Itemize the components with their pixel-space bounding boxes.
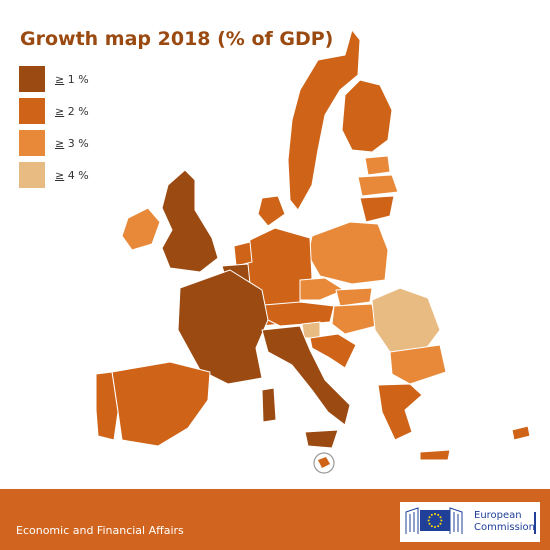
european-commission-logo: European Commission [400,502,540,542]
legend-item-3: ≥ 3 % [19,130,89,156]
logo-divider [534,512,536,534]
map-region-poland [307,221,389,285]
map-region-italy [261,325,351,426]
map-region-hungary [331,303,377,335]
map-region-slovakia [335,287,373,307]
legend-swatch-1 [19,66,45,92]
eu-flag-icon [420,510,450,531]
footer-department: Economic and Financial Affairs [16,524,184,537]
legend-label-2: ≥ 2 % [55,104,89,118]
map-region-crete [419,449,451,461]
footer-bar: Economic and Financial Affairs [0,489,550,550]
legend-swatch-3 [19,130,45,156]
map-region-finland [341,79,393,153]
legend: ≥ 1 % ≥ 2 % ≥ 3 % ≥ 4 % [19,66,89,194]
map-region-estonia [364,155,391,176]
map-region-uk [161,169,219,273]
map-region-denmark [257,195,286,227]
map-region-sicily [304,429,339,449]
map-title: Growth map 2018 (% of GDP) [20,28,334,50]
map-region-romania [371,287,441,353]
map-region-malta [318,457,330,468]
map-region-sardinia [261,387,277,423]
legend-label-4: ≥ 4 % [55,168,89,182]
map-region-lithuania [359,195,395,223]
eu-map [95,29,531,474]
legend-label-1: ≥ 1 % [55,72,89,86]
map-region-austria [263,301,335,327]
map-region-portugal [95,371,119,441]
legend-item-1: ≥ 1 % [19,66,89,92]
logo-text: European Commission [474,510,536,533]
map-region-france [177,269,269,385]
legend-item-2: ≥ 2 % [19,98,89,124]
legend-swatch-4 [19,162,45,188]
map-region-bulgaria [389,344,447,385]
map-region-czechia [299,277,345,301]
building-icon [405,507,463,534]
map-region-ireland [121,207,161,251]
map-region-greece [377,383,423,441]
map-region-cyprus [511,425,531,441]
map-region-latvia [357,174,399,197]
map-region-sweden [287,29,361,211]
legend-item-4: ≥ 4 % [19,162,89,188]
map-region-spain [111,361,211,447]
map-region-croatia [309,333,357,369]
map-region-slovenia [301,321,321,339]
map-region-netherlands [233,241,253,267]
legend-swatch-2 [19,98,45,124]
legend-label-3: ≥ 3 % [55,136,89,150]
